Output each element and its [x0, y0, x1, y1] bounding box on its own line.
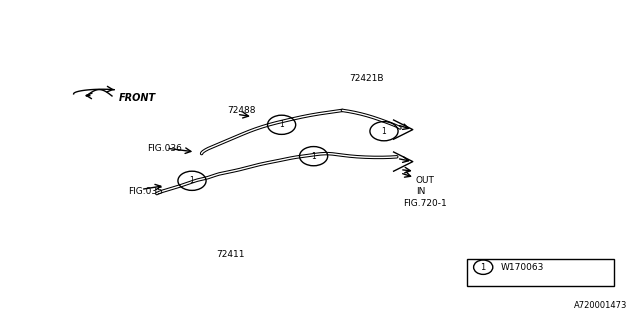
- Text: 72411: 72411: [216, 250, 244, 259]
- Text: 72421B: 72421B: [349, 74, 383, 83]
- Text: 1: 1: [279, 120, 284, 129]
- Text: 1: 1: [311, 152, 316, 161]
- Text: 1: 1: [481, 263, 486, 272]
- Text: FIG.720-1: FIG.720-1: [403, 199, 447, 208]
- Text: 72488: 72488: [227, 106, 256, 115]
- Text: A720001473: A720001473: [574, 301, 627, 310]
- Text: FIG.036: FIG.036: [147, 144, 182, 153]
- Text: 1: 1: [189, 176, 195, 185]
- Text: OUT: OUT: [416, 176, 435, 185]
- Text: W170063: W170063: [500, 263, 544, 272]
- Text: FIG.035: FIG.035: [128, 188, 163, 196]
- Text: IN: IN: [416, 188, 426, 196]
- Text: 1: 1: [381, 127, 387, 136]
- Text: FRONT: FRONT: [118, 92, 156, 103]
- FancyBboxPatch shape: [467, 259, 614, 286]
